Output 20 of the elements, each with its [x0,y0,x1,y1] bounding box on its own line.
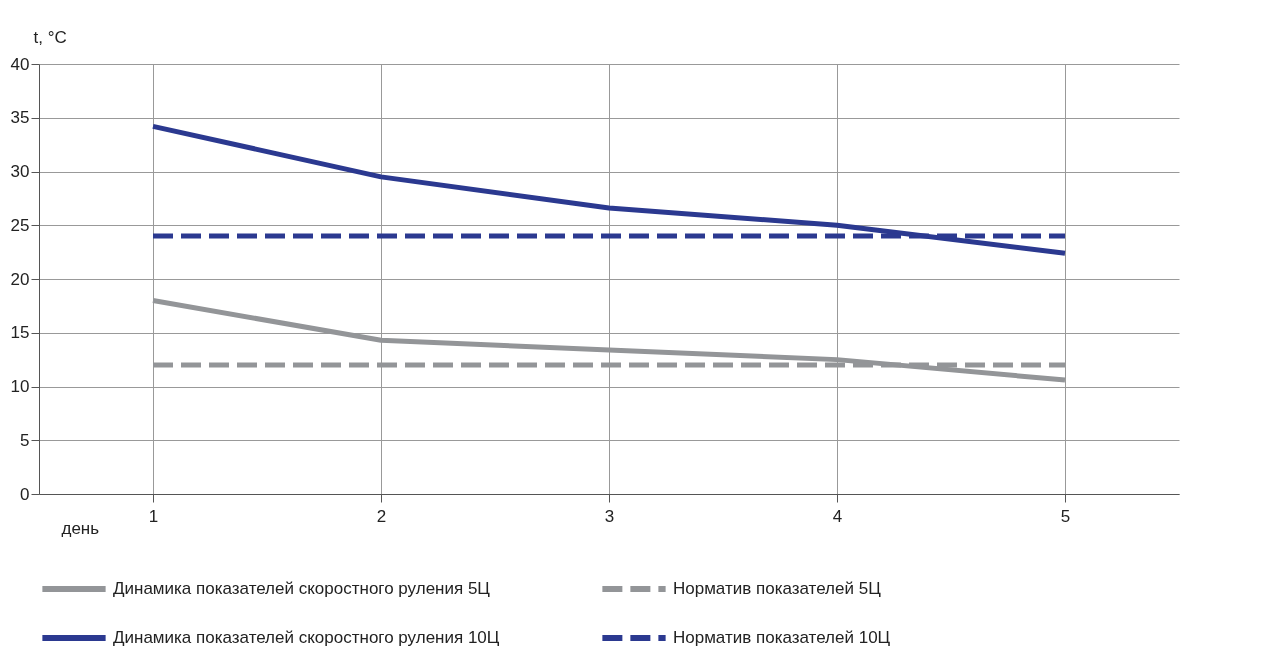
legend-label: Норматив показателей 10Ц [673,628,891,647]
y-tick-label: 40 [10,54,30,74]
x-axis-title: день [61,518,100,538]
y-tick-label: 10 [10,377,30,396]
y-tick-label: 30 [10,162,30,181]
x-tick-label: 2 [376,506,387,526]
legend-label: Динамика показателей скоростного руления 5Ц [113,579,491,598]
x-tick-label: 5 [1060,506,1071,526]
x-tick-label: 1 [148,506,159,526]
x-tick-label: 4 [832,506,843,526]
y-tick-label: 25 [10,215,30,235]
legend-label: Динамика показателей скоростного руления 10Ц [113,628,500,647]
legend-label: Норматив показателей 5Ц [673,579,882,598]
y-tick-label: 15 [10,323,30,343]
y-tick-label: 0 [20,484,30,504]
x-tick-label: 3 [604,506,615,526]
y-tick-label: 20 [10,269,30,289]
y-tick-label: 35 [10,108,30,128]
y-tick-label: 5 [20,430,30,450]
y-axis-title: t, °C [33,27,67,47]
